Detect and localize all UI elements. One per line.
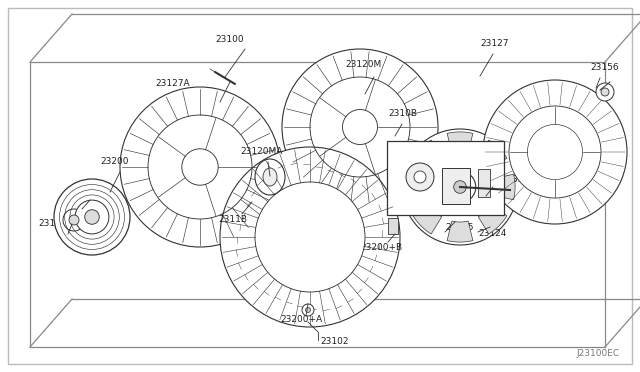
Bar	[442, 168, 470, 204]
Text: 23124: 23124	[478, 229, 506, 238]
Circle shape	[220, 147, 400, 327]
Circle shape	[54, 179, 130, 255]
Circle shape	[444, 171, 476, 203]
Circle shape	[509, 106, 601, 198]
Text: 23200: 23200	[100, 157, 129, 166]
Ellipse shape	[255, 159, 285, 195]
Text: 23156: 23156	[590, 63, 619, 72]
Text: 2311B: 2311B	[218, 215, 247, 224]
Text: 23135M: 23135M	[495, 175, 531, 184]
FancyBboxPatch shape	[387, 141, 504, 215]
Polygon shape	[494, 174, 515, 200]
Text: 23150: 23150	[78, 185, 107, 194]
Text: 23102: 23102	[320, 337, 349, 346]
Text: 23200+B: 23200+B	[360, 243, 402, 252]
Polygon shape	[478, 205, 507, 234]
Bar	[478, 169, 490, 197]
Circle shape	[414, 171, 426, 183]
Circle shape	[342, 109, 378, 144]
Circle shape	[527, 124, 582, 180]
Polygon shape	[413, 140, 442, 169]
Circle shape	[402, 129, 518, 245]
Circle shape	[596, 83, 614, 101]
Text: J23100EC: J23100EC	[577, 349, 620, 358]
Circle shape	[69, 215, 79, 225]
Text: 23200+A: 23200+A	[280, 315, 322, 324]
Polygon shape	[405, 174, 426, 200]
Text: 23120M: 23120M	[345, 60, 381, 69]
Text: 23150B: 23150B	[38, 219, 73, 228]
Ellipse shape	[263, 168, 277, 186]
Circle shape	[182, 149, 218, 185]
Polygon shape	[413, 205, 442, 234]
Circle shape	[302, 304, 314, 316]
Circle shape	[63, 209, 85, 231]
Circle shape	[75, 200, 109, 234]
Text: 2310B: 2310B	[388, 109, 417, 118]
Text: 23127: 23127	[480, 39, 509, 48]
Circle shape	[406, 163, 434, 191]
Polygon shape	[447, 132, 473, 153]
Polygon shape	[447, 221, 473, 242]
Circle shape	[483, 80, 627, 224]
Circle shape	[305, 308, 310, 312]
Circle shape	[84, 210, 99, 224]
Polygon shape	[478, 140, 507, 169]
Circle shape	[120, 87, 280, 247]
Circle shape	[454, 181, 467, 193]
Bar	[388, 218, 398, 234]
Circle shape	[601, 88, 609, 96]
Circle shape	[282, 49, 438, 205]
Text: 23120MA: 23120MA	[240, 147, 282, 156]
Text: 23127A: 23127A	[155, 79, 189, 88]
Text: 23215: 23215	[445, 223, 474, 232]
Text: 23100: 23100	[215, 35, 244, 44]
Circle shape	[255, 182, 365, 292]
